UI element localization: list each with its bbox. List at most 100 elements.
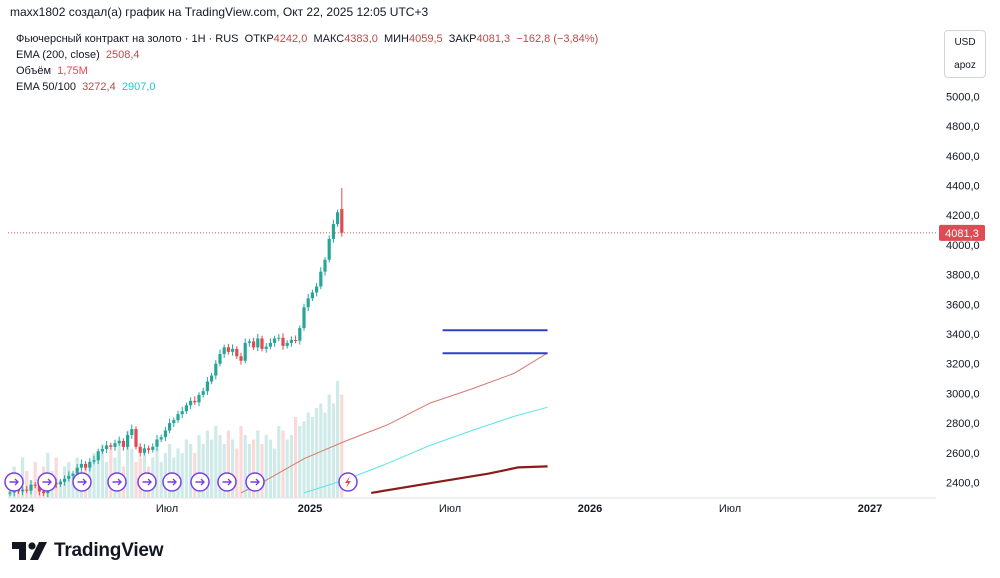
event-arrow-icon (77, 478, 87, 486)
candle-body (96, 451, 100, 461)
chart-author-header: maxx1802 создал(а) график на TradingView… (10, 5, 429, 19)
volume-label: Объём (16, 65, 52, 77)
candle-body (239, 356, 243, 361)
price-tick-label: 4400,0 (946, 181, 980, 193)
candle-body (340, 208, 344, 233)
candle-body (172, 420, 176, 424)
price-axis[interactable]: 5000,0 4800,0 4600,0 4400,0 4200,0 4000,0 3800… (946, 91, 980, 489)
currency-selector[interactable]: USD apoz (944, 30, 986, 78)
event-icon[interactable] (245, 472, 265, 492)
price-tick-label: 2400,0 (946, 478, 980, 490)
price-tick-label: 4000,0 (946, 240, 980, 252)
candle-body (25, 489, 29, 491)
candle-body (327, 238, 331, 260)
candle-body (155, 439, 159, 447)
time-tick-label: 2024 (10, 503, 35, 515)
volume-bar (331, 403, 335, 498)
volume-bar (273, 448, 277, 498)
volume-bar (319, 403, 323, 498)
candle-body (113, 443, 117, 447)
event-icon[interactable] (72, 472, 92, 492)
ema100-value: 2907,0 (121, 81, 156, 93)
candle-body (79, 463, 83, 468)
price-tick-label: 2600,0 (946, 448, 980, 460)
candle-body (197, 394, 201, 403)
time-axis[interactable]: 2024 Июл 2025 Июл 2026 Июл 2027 (10, 503, 882, 515)
event-icon[interactable] (37, 472, 57, 492)
volume-bar (71, 475, 75, 498)
event-icon[interactable] (217, 472, 237, 492)
dividend-flash-icon[interactable] (338, 472, 358, 492)
volume-bar (155, 448, 159, 498)
candle-body (189, 400, 193, 406)
candle-body (121, 440, 125, 447)
volume-bar (336, 381, 340, 498)
volume-bar (231, 439, 235, 498)
price-tick-label: 4800,0 (946, 121, 980, 133)
volume-bar (189, 444, 193, 498)
volume-bar (268, 439, 272, 498)
volume-bar (239, 426, 243, 498)
tradingview-logo[interactable]: TradingView (12, 539, 164, 563)
time-tick-label: Июл (439, 503, 461, 515)
ema200-line (371, 465, 548, 494)
price-tick-label: 4600,0 (946, 151, 980, 163)
candle-body (323, 259, 327, 272)
volume-bar (25, 471, 29, 498)
horizontal-levels[interactable] (442, 329, 548, 355)
legend-ema50100-row[interactable]: EMA 50/100 3272,4 2907,0 (16, 79, 598, 95)
candle-body (33, 484, 37, 486)
candle-body (222, 347, 226, 355)
event-arrow-icon (195, 478, 205, 486)
volume-bar (222, 444, 226, 498)
volume-bar (197, 435, 201, 498)
event-icons[interactable] (4, 472, 358, 492)
candle-body (117, 440, 121, 444)
time-tick-label: Июл (156, 503, 178, 515)
candle-body (231, 348, 235, 352)
volume-bar (54, 457, 58, 498)
candle-body (256, 338, 260, 348)
candle-body (310, 292, 314, 299)
legend-ema200-row[interactable]: EMA (200, close) 2508,4 (16, 47, 598, 63)
volume-bar (256, 430, 260, 498)
time-tick-label: 2025 (298, 503, 322, 515)
event-icon[interactable] (190, 472, 210, 492)
flash-bolt-icon (345, 476, 351, 488)
symbol-name[interactable]: Фьючерсный контракт на золото · 1Н · RUS (16, 33, 239, 45)
price-tick-label: 2800,0 (946, 418, 980, 430)
volume-bar (340, 394, 344, 498)
candle-body (126, 434, 130, 447)
volume-bar (96, 457, 100, 498)
candle-body (201, 391, 205, 395)
candle-body (184, 405, 188, 412)
candle-body (289, 339, 293, 343)
event-icon[interactable] (162, 472, 182, 492)
volume-bar (214, 426, 218, 498)
volume-bar (260, 444, 264, 498)
candle-body (319, 271, 323, 287)
volume-bar (210, 439, 214, 498)
candle-body (92, 460, 96, 462)
volume-bar (298, 426, 302, 498)
candle-body (315, 286, 319, 293)
ema50-line (240, 352, 548, 494)
candle-body (235, 348, 239, 357)
candle-body (147, 448, 151, 450)
event-icon[interactable] (4, 472, 24, 492)
volume-bar (92, 453, 96, 498)
volume-bar (243, 435, 247, 498)
low-value: 4059,5 (408, 33, 443, 45)
candle-body (180, 411, 184, 415)
legend-volume-row[interactable]: Объём 1,75M (16, 63, 598, 79)
candle-body (109, 445, 113, 447)
event-icon[interactable] (107, 472, 127, 492)
open-label: ОТКР (244, 33, 274, 45)
candle-body (29, 484, 33, 491)
candle-body (71, 473, 75, 476)
volume-bar (130, 448, 134, 498)
volume-bar (205, 430, 209, 498)
volume-bar (218, 435, 222, 498)
event-icon[interactable] (137, 472, 157, 492)
